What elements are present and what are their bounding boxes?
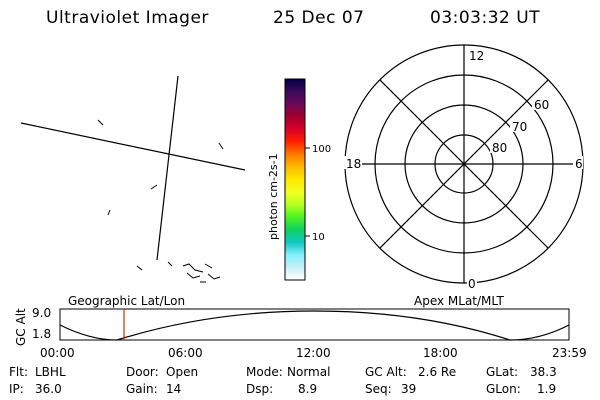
status-value-mode: Normal [287,365,331,379]
status-value-gain: 14 [166,382,182,396]
polar-labels: 12 6 0 18 60 70 80 [344,49,583,291]
colorbar-tick-10: 10 [312,232,325,243]
mlt-label-0: 0 [468,277,476,291]
status-value-seq: 39 [401,382,417,396]
mlt-label-6: 6 [575,157,583,171]
coastline-fragments [97,119,224,283]
orbit-xtick: 06:00 [168,346,203,360]
status-value-filter: LBHL [35,365,66,379]
status-key-gc-alt: GC Alt: [365,365,407,379]
orbit-ytick-9: 9.0 [32,306,51,320]
mlt-label-18: 18 [346,157,361,171]
orbit-altitude-curve [59,310,570,341]
orbit-xtick: 00:00 [40,346,75,360]
mlat-label-60: 60 [534,98,549,112]
status-key-seq: Seq: [365,382,392,396]
status-key-dsp: Dsp: [246,382,274,396]
status-key-filter: Flt: [9,365,28,379]
orbit-xticks: 00:00 06:00 12:00 18:00 23:59 [40,346,587,360]
orbit-ytick-1-8: 1.8 [32,327,51,341]
status-key-glon: GLon: [486,382,521,396]
mlat-label-70: 70 [512,120,527,134]
status-value-dsp: 8.9 [298,382,318,396]
status-key-door: Door: [126,365,159,379]
mlat-label-80: 80 [492,141,507,155]
apex-panel-label: Apex MLat/MLT [414,294,504,308]
instrument-title: Ultraviolet Imager [46,8,209,28]
longitude-line [156,75,179,261]
status-value-glon: 1.9 [537,382,557,396]
mlt-label-12: 12 [469,49,484,63]
status-key-gain: Gain: [126,382,158,396]
status-value-glat: 38.3 [530,365,557,379]
orbit-xtick: 18:00 [423,346,458,360]
orbit-xtick: 12:00 [296,346,331,360]
polar-diagonal-nw [379,79,549,249]
status-key-mode: Mode: [246,365,283,379]
colorbar: 100 10 photon cm-2s-1 [267,78,331,281]
geographic-grid-panel [20,75,246,283]
latitude-line [20,122,246,171]
orbit-xtick: 23:59 [552,346,587,360]
status-value-door: Open [166,365,199,379]
colorbar-scale [284,78,306,281]
orbit-ylabel: GC Alt [14,308,28,346]
colorbar-label: photon cm-2s-1 [267,153,280,240]
orbit-strip: Geographic Lat/Lon Apex MLat/MLT GC Alt … [14,294,587,360]
status-key-ip: IP: [9,382,24,396]
geographic-panel-label: Geographic Lat/Lon [68,294,185,308]
polar-mlat-mlt-grid [344,44,584,284]
status-value-gc-alt: 2.6 Re [418,365,457,379]
status-value-ip: 36.0 [35,382,62,396]
date-label: 25 Dec 07 [273,8,365,28]
colorbar-tick-100: 100 [312,144,331,155]
time-label: 03:03:32 UT [430,8,541,28]
orbit-plot-frame [59,308,570,341]
status-key-glat: GLat: [486,365,519,379]
